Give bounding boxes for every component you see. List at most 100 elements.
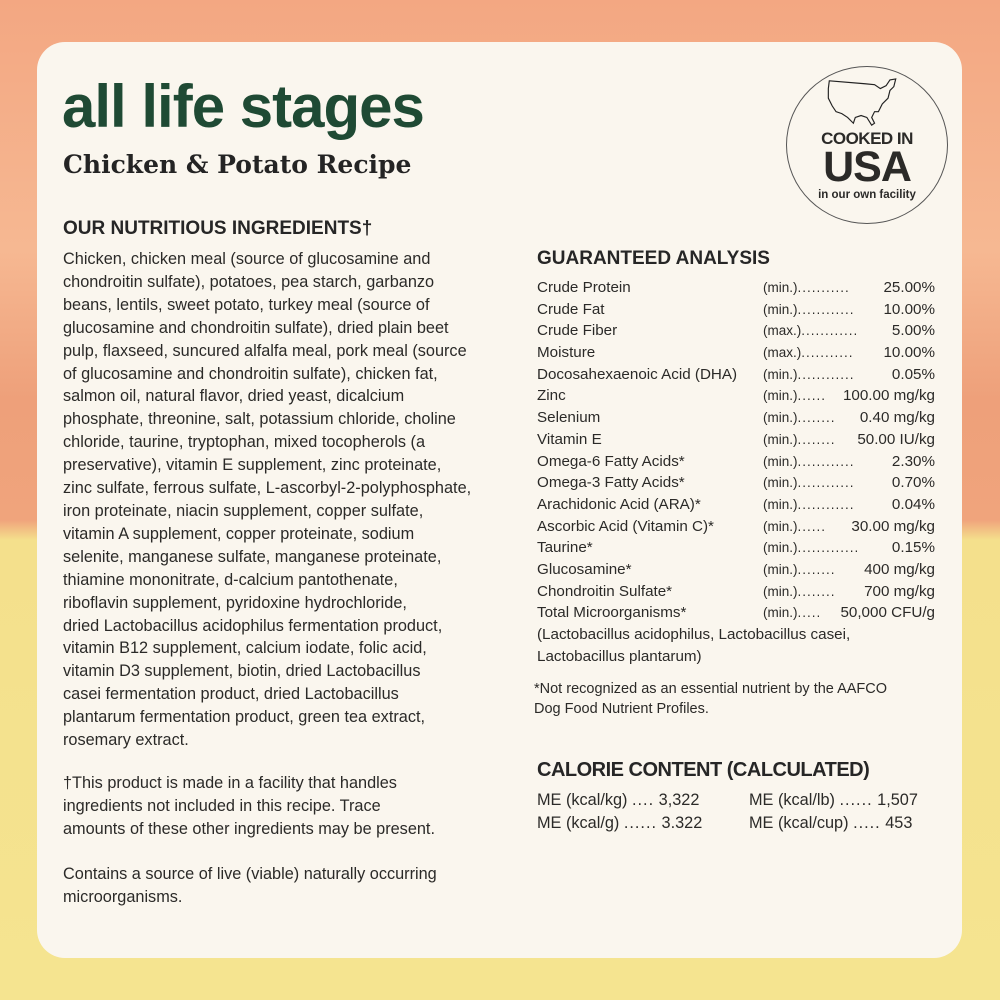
nutrient-value: 10.00% (883, 300, 935, 318)
analysis-row: Selenium (min.)........ 0.40 mg/kg (537, 407, 935, 429)
analysis-row: Arachidonic Acid (ARA)* (min.)...........… (537, 494, 935, 516)
ingredients-line: vitamin B12 supplement, calcium iodate, … (63, 639, 427, 658)
facility-note-line: †This product is made in a facility that… (63, 774, 397, 792)
qualifier: (min.) (763, 431, 798, 447)
qualifier: (min.) (763, 410, 798, 426)
nutrient-name: Docosahexaenoic Acid (DHA) (537, 365, 738, 383)
ingredients-line: casei fermentation product, dried Lactob… (63, 685, 399, 704)
ingredients-list: Chicken, chicken meal (source of glucosa… (63, 248, 471, 752)
calorie-label: ME (kcal/cup) (749, 813, 849, 832)
nutrient-value: 30.00 mg/kg (851, 517, 935, 535)
ingredients-line: phosphate, threonine, salt, potassium ch… (63, 410, 456, 429)
analysis-row: Zinc (min.)...... 100.00 mg/kg (537, 385, 935, 407)
calorie-label: ME (kcal/g) (537, 813, 620, 832)
nutrient-qualifier: (min.)........... (763, 277, 850, 299)
analysis-row: Glucosamine* (min.)........ 400 mg/kg (537, 559, 935, 581)
dot-leader: ........ (797, 410, 836, 426)
dot-leader: ........ (797, 583, 836, 599)
nutrient-name: Arachidonic Acid (ARA)* (537, 495, 701, 513)
analysis-row: Chondroitin Sulfate* (min.)........ 700 mg… (537, 581, 935, 603)
ingredients-line: riboflavin supplement, pyridoxine hydroc… (63, 593, 407, 612)
nutrient-value: 0.40 mg/kg (859, 409, 935, 427)
dot-leader: ............. (797, 540, 860, 556)
strain-line: Lactobacillus plantarum) (537, 647, 702, 665)
analysis-row: Moisture (max.)........... 10.00% (537, 342, 935, 364)
nutrient-value: 400 mg/kg (864, 560, 935, 578)
aafco-footnote: *Not recognized as an essential nutrient… (534, 679, 887, 719)
calorie-item: ME (kcal/lb) ...... 1,507 (749, 789, 918, 812)
nutrient-qualifier: (min.)............. (763, 537, 859, 559)
analysis-row: Omega-6 Fatty Acids* (min.)............ 2.… (537, 451, 935, 473)
nutrient-name: Omega-3 Fatty Acids* (537, 474, 685, 492)
calorie-item: ME (kcal/kg) .... 3,322 (537, 789, 699, 812)
live-note-line: microorganisms. (63, 887, 183, 906)
dot-leader: ..... (797, 605, 822, 621)
analysis-row: Crude Fiber (max.)............ 5.00% (537, 320, 935, 342)
nutrient-value: 50.00 IU/kg (857, 430, 935, 448)
ingredients-line: chondroitin sulfate), potatoes, pea star… (63, 272, 435, 291)
analysis-row: Crude Protein (min.)........... 25.00% (537, 277, 935, 299)
calorie-value: 1,507 (877, 791, 918, 809)
nutrient-qualifier: (min.)...... (763, 516, 826, 538)
qualifier: (max.) (763, 345, 802, 361)
qualifier: (min.) (763, 540, 798, 556)
nutrient-value: 0.15% (891, 539, 935, 557)
nutrient-name: Zinc (537, 387, 566, 405)
ingredients-line: glucosamine and chondroitin sulfate), dr… (63, 318, 449, 337)
ingredients-line: rosemary extract. (63, 731, 189, 750)
nutrient-qualifier: (max.)............ (763, 320, 858, 342)
nutrient-value: 700 mg/kg (864, 582, 935, 600)
ingredients-line: vitamin D3 supplement, biotin, dried Lac… (63, 662, 421, 681)
footnote-line: Dog Food Nutrient Profiles. (534, 701, 709, 717)
nutrient-qualifier: (min.)........ (763, 559, 836, 581)
ingredients-line: iron proteinate, niacin supplement, copp… (63, 501, 424, 520)
qualifier: (min.) (763, 453, 798, 469)
nutrient-value: 0.04% (891, 495, 935, 513)
analysis-heading: GUARANTEED ANALYSIS (537, 248, 770, 269)
badge-line1: COOKED IN (821, 129, 913, 148)
dot-leader: ............ (797, 475, 855, 491)
guaranteed-analysis-table: Crude Protein (min.)........... 25.00% Crud… (537, 277, 935, 667)
calorie-heading: CALORIE CONTENT (CALCULATED) (537, 759, 870, 781)
ingredients-line: pulp, flaxseed, suncured alfalfa meal, p… (63, 341, 467, 360)
nutrient-name: Omega-6 Fatty Acids* (537, 452, 685, 470)
calorie-label: ME (kcal/kg) (537, 791, 628, 809)
ingredients-line: plantarum fermentation product, green te… (63, 708, 426, 727)
calorie-value: 3,322 (658, 791, 700, 809)
calorie-label: ME (kcal/lb) (749, 791, 835, 809)
nutrient-value: 0.70% (891, 474, 935, 492)
dot-leader: ............ (797, 366, 855, 382)
nutrient-qualifier: (min.)............ (763, 494, 855, 516)
nutrient-value: 50,000 CFU/g (840, 604, 935, 622)
nutrient-qualifier: (min.)........ (763, 581, 836, 603)
ingredients-line: of glucosamine and chondroitin sulfate),… (63, 364, 438, 383)
qualifier: (min.) (763, 280, 798, 295)
dot-leader: ...... (839, 791, 873, 809)
nutrient-name: Moisture (537, 344, 596, 362)
qualifier: (min.) (763, 301, 798, 317)
nutrient-qualifier: (min.)............ (763, 364, 855, 386)
nutrient-name: Crude Fiber (537, 322, 618, 340)
nutrient-qualifier: (min.)............ (763, 299, 855, 321)
ingredients-line: beans, lentils, sweet potato, turkey mea… (63, 295, 430, 314)
nutrient-qualifier: (min.)..... (763, 602, 821, 624)
analysis-row: Crude Fat (min.)............ 10.00% (537, 299, 935, 321)
qualifier: (min.) (763, 518, 798, 534)
ingredients-line: chloride, taurine, tryptophan, mixed toc… (63, 433, 426, 452)
qualifier: (min.) (763, 561, 798, 577)
lactobacillus-strains: (Lactobacillus acidophilus, Lactobacillu… (537, 624, 935, 667)
dot-leader: ............ (797, 496, 855, 512)
analysis-row: Docosahexaenoic Acid (DHA) (min.)........… (537, 364, 935, 386)
nutrient-value: 10.00% (883, 344, 935, 362)
nutrient-qualifier: (min.)........ (763, 429, 836, 451)
nutrient-value: 25.00% (883, 279, 935, 296)
ingredients-line: selenite, manganese sulfate, manganese p… (63, 547, 442, 566)
qualifier: (min.) (763, 366, 798, 382)
nutrient-qualifier: (min.)...... (763, 385, 826, 407)
nutrient-qualifier: (min.)............ (763, 472, 855, 494)
ingredients-heading: OUR NUTRITIOUS INGREDIENTS† (63, 218, 373, 239)
dot-leader: .... (632, 791, 655, 809)
ingredients-line: dried Lactobacillus acidophilus fermenta… (63, 616, 443, 635)
dot-leader: ........... (797, 280, 850, 295)
qualifier: (max.) (763, 323, 802, 339)
